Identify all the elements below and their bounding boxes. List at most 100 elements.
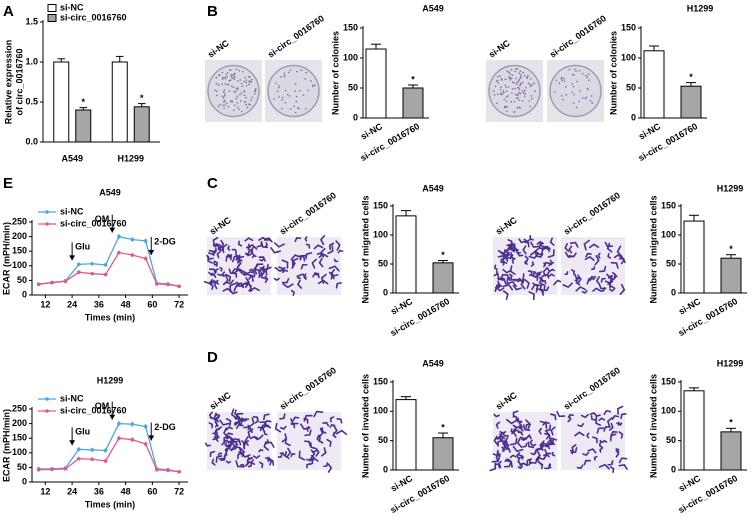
cell	[615, 449, 620, 458]
cell	[291, 257, 299, 268]
colony	[524, 93, 526, 95]
cell	[263, 237, 271, 242]
point	[90, 448, 94, 452]
colony	[505, 86, 508, 88]
point	[36, 282, 41, 286]
photo-label: si-circ_0016760	[562, 365, 622, 411]
cell	[208, 422, 214, 429]
cell	[606, 273, 613, 278]
colony	[255, 88, 257, 90]
chart-title: H1299	[717, 183, 744, 193]
photo	[205, 60, 262, 122]
point	[143, 239, 148, 243]
arrow-head	[69, 440, 76, 446]
point	[143, 256, 148, 261]
cell	[543, 453, 550, 458]
chart-title: H1299	[97, 375, 124, 385]
series-line	[38, 251, 180, 287]
colony	[286, 93, 289, 96]
cell	[225, 417, 232, 427]
cell	[493, 413, 500, 418]
colony	[531, 97, 533, 100]
y-tick-label: 100	[661, 229, 676, 239]
y-axis-label: of circ_0016760	[14, 48, 24, 115]
colony	[523, 89, 526, 92]
y-tick-label: 1.0	[25, 56, 38, 66]
annotation: Glu	[75, 427, 90, 437]
cell	[505, 418, 518, 425]
cell	[518, 238, 526, 244]
colony	[586, 76, 589, 78]
cell	[213, 247, 217, 253]
colony	[507, 86, 510, 88]
chart-title: A549	[422, 183, 444, 193]
cell	[498, 433, 504, 442]
x-tick-label: 72	[174, 486, 184, 496]
cell	[551, 451, 556, 457]
cell	[508, 242, 514, 248]
colony	[228, 90, 231, 92]
colony	[281, 98, 283, 101]
cell	[495, 421, 501, 429]
colony	[510, 68, 513, 71]
colony	[310, 80, 312, 82]
colony	[523, 75, 526, 77]
cell	[316, 252, 323, 257]
colony	[242, 70, 244, 73]
cell	[235, 423, 244, 429]
cell	[237, 255, 245, 264]
cell	[252, 416, 259, 422]
cell	[580, 413, 589, 419]
cell	[587, 448, 597, 454]
y-tick-label: 100	[12, 447, 27, 457]
cell	[311, 258, 317, 269]
cell	[610, 430, 618, 437]
cell	[278, 266, 284, 274]
colony	[521, 81, 524, 84]
cell	[508, 273, 513, 279]
point	[117, 421, 121, 426]
cell	[619, 283, 626, 295]
cell	[513, 277, 525, 284]
cell	[227, 439, 239, 446]
colony	[500, 86, 502, 88]
cell	[241, 281, 253, 287]
legend-marker	[45, 409, 49, 413]
cell	[607, 460, 614, 466]
point	[36, 467, 41, 472]
cell	[248, 275, 256, 280]
cell	[538, 271, 543, 276]
cell	[501, 261, 505, 266]
cell	[318, 257, 324, 268]
cell	[507, 245, 518, 252]
colony	[571, 91, 574, 94]
cell	[542, 279, 547, 285]
colony	[238, 69, 241, 72]
colony	[553, 91, 556, 93]
colony	[501, 79, 503, 81]
cell	[263, 430, 268, 436]
cell	[222, 274, 229, 286]
bar	[365, 48, 387, 119]
colony	[245, 81, 247, 84]
colony	[506, 70, 508, 72]
colony	[236, 87, 238, 90]
cell	[226, 245, 231, 251]
cell	[538, 427, 543, 435]
cell	[550, 413, 557, 421]
cell	[582, 451, 590, 457]
legend-label: si-circ_0016760	[60, 405, 127, 415]
cell	[300, 423, 311, 430]
cell	[616, 405, 624, 415]
colony	[578, 100, 580, 103]
cell	[337, 249, 344, 254]
colony	[578, 69, 581, 72]
cell	[528, 458, 532, 466]
significance: *	[729, 244, 733, 254]
cell	[606, 417, 613, 428]
panel-letter: E	[3, 175, 13, 192]
colony	[533, 82, 535, 85]
colony	[249, 81, 251, 84]
colony	[495, 80, 498, 83]
cell	[233, 284, 244, 292]
